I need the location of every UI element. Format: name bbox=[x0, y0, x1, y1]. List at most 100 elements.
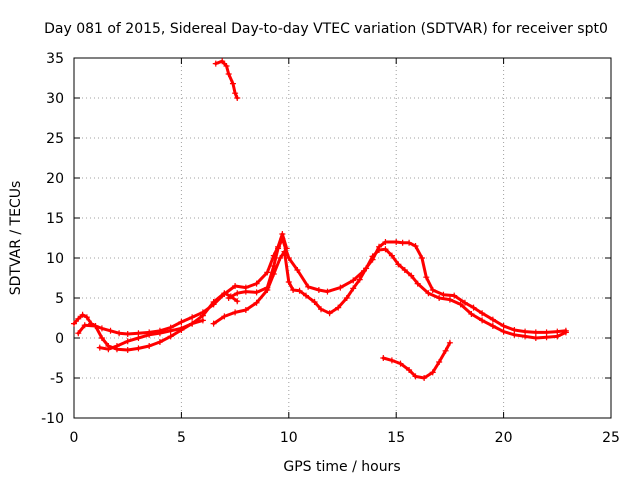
data-point bbox=[423, 274, 430, 281]
data-point bbox=[335, 304, 342, 311]
data-point bbox=[232, 283, 239, 289]
data-point bbox=[442, 347, 449, 354]
data-point bbox=[264, 284, 271, 291]
data-point bbox=[318, 306, 325, 313]
data-point bbox=[302, 292, 309, 299]
data-point bbox=[408, 272, 415, 279]
data-point bbox=[532, 335, 539, 341]
data-point bbox=[470, 304, 477, 311]
data-point bbox=[285, 279, 292, 285]
data-point bbox=[511, 327, 518, 333]
data-point bbox=[436, 359, 443, 365]
data-point bbox=[167, 333, 174, 340]
data-point bbox=[451, 292, 458, 299]
series-line bbox=[212, 247, 568, 340]
series-line bbox=[76, 291, 239, 352]
data-point bbox=[275, 245, 282, 252]
data-point bbox=[376, 243, 383, 250]
data-point bbox=[489, 316, 496, 323]
data-point bbox=[146, 343, 153, 349]
x-tick-label: 20 bbox=[495, 430, 513, 446]
data-point bbox=[79, 311, 86, 318]
data-point bbox=[212, 60, 219, 67]
y-tick-label: 0 bbox=[55, 331, 64, 347]
x-tick-label: 0 bbox=[70, 430, 79, 446]
data-point bbox=[406, 367, 413, 373]
y-tick-label: 25 bbox=[46, 131, 64, 147]
data-point bbox=[401, 267, 408, 273]
data-point bbox=[75, 315, 82, 322]
data-point bbox=[429, 287, 436, 293]
data-point bbox=[113, 343, 120, 349]
data-point bbox=[468, 311, 475, 317]
data-point bbox=[406, 239, 413, 246]
data-point bbox=[253, 289, 260, 296]
data-point bbox=[343, 295, 350, 301]
data-point bbox=[225, 295, 232, 301]
data-point bbox=[81, 322, 88, 329]
data-point bbox=[96, 344, 103, 351]
data-point bbox=[156, 330, 163, 337]
data-point bbox=[479, 310, 486, 317]
data-point bbox=[189, 314, 196, 321]
series-arc-3 bbox=[96, 317, 206, 353]
data-point bbox=[380, 355, 387, 361]
series-arc-5 bbox=[225, 235, 569, 336]
data-point bbox=[457, 301, 464, 308]
y-tick-label: 5 bbox=[55, 291, 64, 307]
data-point bbox=[98, 335, 105, 341]
data-point bbox=[234, 290, 241, 297]
data-point bbox=[446, 339, 453, 346]
y-tick-label: 15 bbox=[46, 211, 64, 227]
data-point bbox=[264, 269, 271, 276]
data-point bbox=[135, 345, 142, 352]
series-layer bbox=[71, 58, 569, 381]
data-point bbox=[75, 330, 82, 337]
data-point bbox=[189, 320, 196, 327]
y-tick-label: -5 bbox=[50, 371, 64, 387]
y-tick-label: 35 bbox=[46, 51, 64, 67]
data-point bbox=[156, 339, 163, 345]
data-point bbox=[360, 267, 367, 274]
x-tick-label: 25 bbox=[602, 430, 620, 446]
data-point bbox=[242, 307, 249, 313]
data-point bbox=[219, 58, 226, 65]
data-point bbox=[199, 317, 206, 324]
data-point bbox=[382, 239, 389, 245]
data-point bbox=[116, 330, 123, 337]
series-arc-1 bbox=[71, 231, 290, 337]
data-point bbox=[414, 280, 421, 287]
series-arc-6 bbox=[212, 58, 241, 101]
data-point bbox=[221, 290, 228, 297]
data-point bbox=[146, 331, 153, 338]
series-line bbox=[381, 341, 452, 380]
data-point bbox=[350, 285, 357, 292]
data-point bbox=[279, 235, 286, 242]
y-tick-label: 30 bbox=[46, 91, 64, 107]
data-point bbox=[440, 291, 447, 298]
x-tick-label: 5 bbox=[177, 430, 186, 446]
y-tick-label: -10 bbox=[41, 411, 64, 427]
data-point bbox=[315, 287, 322, 293]
data-point bbox=[479, 317, 486, 324]
data-point bbox=[83, 314, 90, 321]
data-point bbox=[221, 313, 228, 320]
data-point bbox=[105, 346, 112, 353]
data-point bbox=[253, 280, 260, 287]
data-point bbox=[294, 267, 301, 273]
data-point bbox=[285, 255, 292, 261]
chart-title: Day 081 of 2015, Sidereal Day-to-day VTE… bbox=[44, 21, 608, 37]
data-point bbox=[210, 299, 217, 305]
data-point bbox=[124, 331, 131, 337]
data-point bbox=[305, 283, 312, 290]
data-point bbox=[500, 328, 507, 335]
data-point bbox=[388, 357, 395, 364]
data-point bbox=[178, 319, 185, 325]
x-tick-label: 15 bbox=[387, 430, 405, 446]
data-point bbox=[232, 90, 239, 97]
series-arc-7 bbox=[380, 339, 453, 381]
data-point bbox=[397, 360, 404, 367]
data-point bbox=[324, 288, 331, 295]
data-point bbox=[436, 295, 443, 301]
